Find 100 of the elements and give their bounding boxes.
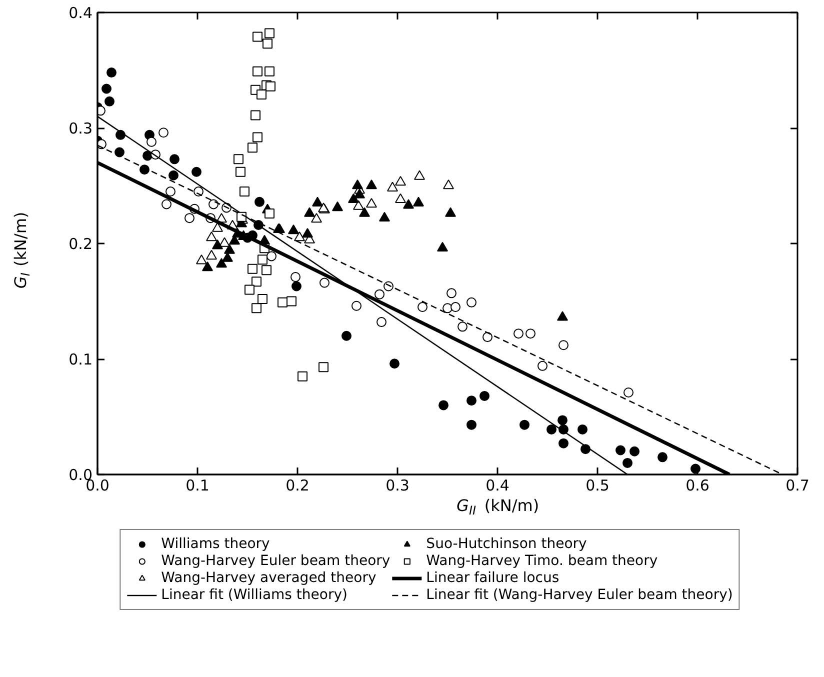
point [414, 170, 425, 180]
point [480, 390, 490, 401]
point [520, 420, 530, 430]
point [624, 388, 634, 398]
point [234, 154, 244, 164]
point [302, 228, 313, 238]
point [413, 196, 424, 206]
y-tick-label: 0.2 [68, 235, 93, 253]
point [445, 207, 456, 217]
point [250, 110, 260, 120]
point [278, 297, 288, 308]
point [450, 302, 460, 312]
x-tick-label: 0.7 [786, 476, 810, 494]
point [578, 424, 588, 434]
point [222, 252, 233, 262]
y-axis-title: GI (kN/m) [11, 212, 32, 289]
point [212, 240, 223, 250]
point [140, 164, 150, 175]
point [264, 208, 274, 218]
point [558, 340, 568, 350]
point [248, 142, 258, 153]
point [288, 224, 299, 234]
point [252, 276, 262, 287]
point [526, 328, 536, 339]
point [262, 265, 272, 276]
x-tick-label: 0.1 [186, 476, 210, 494]
legend-label: Williams theory [161, 536, 270, 552]
point [286, 296, 296, 306]
point [458, 322, 468, 332]
point [376, 317, 386, 328]
point [312, 196, 323, 206]
legend-label: Suo-Hutchinson theory [426, 536, 587, 552]
point [262, 38, 272, 49]
point [166, 186, 176, 197]
point [437, 242, 448, 252]
point [320, 278, 330, 288]
point [390, 358, 400, 369]
point [168, 170, 178, 180]
point [206, 231, 217, 242]
point [264, 28, 274, 38]
point [418, 302, 428, 312]
point [298, 371, 308, 382]
point [348, 193, 359, 203]
legend-label: Wang-Harvey Euler beam theory [161, 553, 390, 569]
point [146, 136, 156, 147]
point [196, 254, 207, 264]
legend-label: Linear failure locus [426, 570, 560, 586]
point [616, 445, 626, 456]
point [258, 254, 268, 265]
point [102, 84, 112, 94]
point [236, 166, 246, 177]
point [252, 303, 262, 314]
point [158, 128, 168, 138]
point [395, 176, 406, 186]
point [311, 212, 322, 223]
point [353, 200, 364, 210]
x-tick-label: 0.6 [686, 476, 710, 494]
point [395, 193, 406, 203]
point [194, 186, 204, 197]
point [252, 132, 262, 142]
y-tick-label: 0.3 [68, 120, 93, 138]
x-tick-label: 0.3 [386, 476, 410, 494]
point [354, 188, 365, 198]
point [294, 231, 305, 242]
point [482, 332, 492, 342]
point [359, 207, 370, 217]
x-tick-label: 0.5 [586, 476, 610, 494]
point [162, 199, 172, 210]
point [352, 179, 363, 190]
point [224, 244, 235, 254]
point [558, 438, 568, 448]
point [366, 179, 377, 190]
x-tick-label: 0.4 [486, 476, 510, 494]
point [170, 154, 180, 164]
point [252, 32, 262, 42]
point [266, 81, 276, 92]
point [342, 330, 352, 341]
point [206, 250, 217, 260]
point [374, 289, 384, 300]
point [236, 212, 246, 222]
point [104, 96, 114, 106]
point [558, 415, 568, 426]
point [290, 272, 300, 282]
point [264, 66, 274, 76]
point [254, 196, 264, 207]
legend-label: Wang-Harvey averaged theory [161, 570, 376, 586]
point [292, 281, 302, 292]
legend-label: Linear fit (Wang-Harvey Euler beam theory) [426, 587, 733, 603]
point [538, 360, 548, 371]
point [332, 201, 343, 212]
legend-label: Wang-Harvey Timo. beam theory [426, 553, 658, 569]
point [446, 288, 456, 298]
point [106, 68, 116, 78]
point [658, 452, 668, 462]
point [212, 222, 223, 232]
point [208, 199, 218, 210]
point [403, 199, 414, 209]
point [304, 207, 315, 217]
point [630, 446, 640, 456]
point [466, 420, 476, 430]
